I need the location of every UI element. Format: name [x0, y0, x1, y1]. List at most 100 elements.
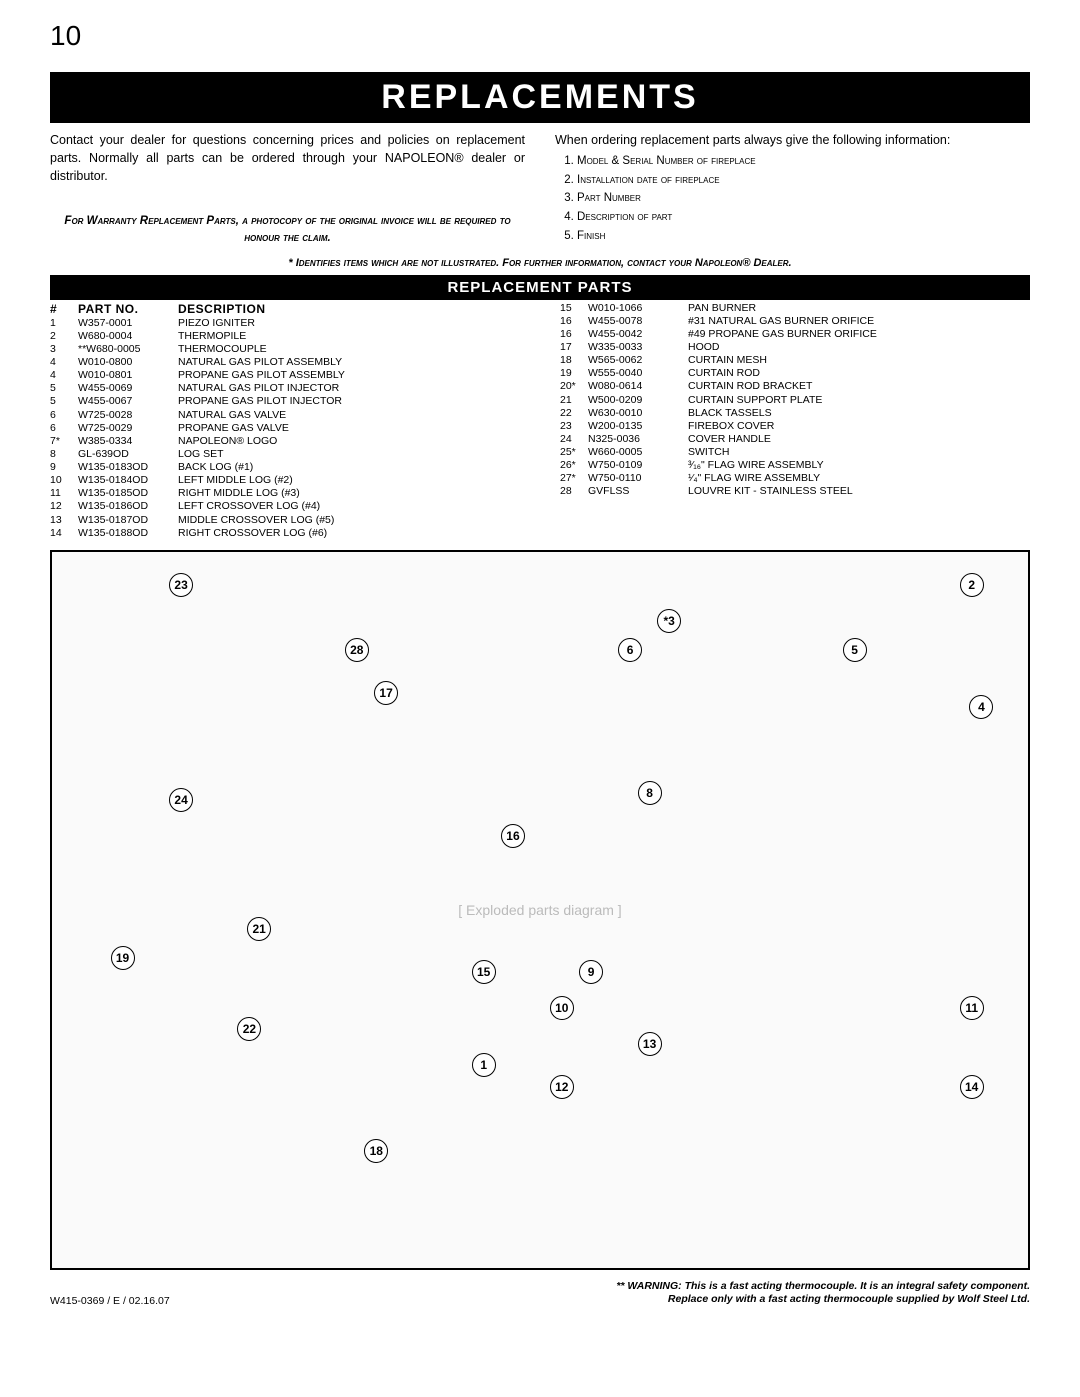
- callout-12: 12: [550, 1075, 574, 1099]
- part-desc: NATURAL GAS PILOT INJECTOR: [178, 382, 520, 395]
- parts-row: 5W455-0067PROPANE GAS PILOT INJECTOR: [50, 395, 520, 408]
- callout-21: 21: [247, 917, 271, 941]
- part-desc: THERMOCOUPLE: [178, 343, 520, 356]
- parts-row: 18W565-0062CURTAIN MESH: [560, 354, 1030, 367]
- callout-9: 9: [579, 960, 603, 984]
- part-desc: ³⁄₁₆" FLAG WIRE ASSEMBLY: [688, 459, 1030, 472]
- parts-row: 17W335-0033HOOD: [560, 341, 1030, 354]
- col-header-num: #: [50, 302, 78, 317]
- callout-14: 14: [960, 1075, 984, 1099]
- part-no: W010-1066: [588, 302, 688, 315]
- part-no: W010-0801: [78, 369, 178, 382]
- part-desc: CURTAIN SUPPORT PLATE: [688, 394, 1030, 407]
- callout-5: 5: [843, 638, 867, 662]
- parts-row: 20*W080-0614CURTAIN ROD BRACKET: [560, 380, 1030, 393]
- parts-row: 4W010-0801PROPANE GAS PILOT ASSEMBLY: [50, 369, 520, 382]
- parts-row: 16W455-0042#49 PROPANE GAS BURNER ORIFIC…: [560, 328, 1030, 341]
- part-num: 28: [560, 485, 588, 498]
- part-num: 25*: [560, 446, 588, 459]
- part-num: 16: [560, 315, 588, 328]
- part-no: W500-0209: [588, 394, 688, 407]
- callout-8: 8: [638, 781, 662, 805]
- part-desc: PROPANE GAS VALVE: [178, 422, 520, 435]
- part-num: 20*: [560, 380, 588, 393]
- part-num: 26*: [560, 459, 588, 472]
- part-num: 23: [560, 420, 588, 433]
- part-num: 18: [560, 354, 588, 367]
- callout-10: 10: [550, 996, 574, 1020]
- parts-row: 27*W750-0110¹⁄₄" FLAG WIRE ASSEMBLY: [560, 472, 1030, 485]
- callout-13: 13: [638, 1032, 662, 1056]
- part-num: 16: [560, 328, 588, 341]
- part-no: W750-0109: [588, 459, 688, 472]
- subheader: REPLACEMENT PARTS: [50, 275, 1030, 300]
- parts-header-row: # PART NO. DESCRIPTION: [50, 302, 520, 317]
- part-num: 15: [560, 302, 588, 315]
- callout-2: 2: [960, 573, 984, 597]
- part-desc: ¹⁄₄" FLAG WIRE ASSEMBLY: [688, 472, 1030, 485]
- callout-17: 17: [374, 681, 398, 705]
- part-desc: PROPANE GAS PILOT INJECTOR: [178, 395, 520, 408]
- part-desc: BACK LOG (#1): [178, 461, 520, 474]
- part-no: W200-0135: [588, 420, 688, 433]
- parts-row: 23W200-0135FIREBOX COVER: [560, 420, 1030, 433]
- part-no: W135-0186OD: [78, 500, 178, 513]
- parts-row: 19W555-0040CURTAIN ROD: [560, 367, 1030, 380]
- parts-row: 11W135-0185ODRIGHT MIDDLE LOG (#3): [50, 487, 520, 500]
- part-num: 4: [50, 369, 78, 382]
- part-num: 1: [50, 317, 78, 330]
- part-no: W725-0028: [78, 409, 178, 422]
- parts-row: 1W357-0001PIEZO IGNITER: [50, 317, 520, 330]
- part-no: GL-639OD: [78, 448, 178, 461]
- part-no: W135-0184OD: [78, 474, 178, 487]
- part-num: 6: [50, 409, 78, 422]
- parts-row: 10W135-0184ODLEFT MIDDLE LOG (#2): [50, 474, 520, 487]
- part-desc: PIEZO IGNITER: [178, 317, 520, 330]
- parts-row: 28GVFLSSLOUVRE KIT - STAINLESS STEEL: [560, 485, 1030, 498]
- parts-row: 13W135-0187ODMIDDLE CROSSOVER LOG (#5): [50, 514, 520, 527]
- intro-left: Contact your dealer for questions concer…: [50, 131, 525, 185]
- part-no: W660-0005: [588, 446, 688, 459]
- callout-16: 16: [501, 824, 525, 848]
- part-desc: LOG SET: [178, 448, 520, 461]
- part-num: 8: [50, 448, 78, 461]
- col-header-part: PART NO.: [78, 302, 178, 317]
- parts-row: 12W135-0186ODLEFT CROSSOVER LOG (#4): [50, 500, 520, 513]
- col-header-desc: DESCRIPTION: [178, 302, 520, 317]
- parts-row: 6W725-0028NATURAL GAS VALVE: [50, 409, 520, 422]
- part-num: 12: [50, 500, 78, 513]
- part-no: **W680-0005: [78, 343, 178, 356]
- parts-row: 7*W385-0334NAPOLEON® LOGO: [50, 435, 520, 448]
- part-no: W455-0067: [78, 395, 178, 408]
- part-num: 27*: [560, 472, 588, 485]
- callout-15: 15: [472, 960, 496, 984]
- part-num: 5: [50, 382, 78, 395]
- warranty-note: For Warranty Replacement Parts, a photoc…: [50, 213, 525, 246]
- parts-row: 3**W680-0005THERMOCOUPLE: [50, 343, 520, 356]
- parts-row: 14W135-0188ODRIGHT CROSSOVER LOG (#6): [50, 527, 520, 540]
- part-desc: PAN BURNER: [688, 302, 1030, 315]
- footer-code: W415-0369 / E / 02.16.07: [50, 1295, 170, 1307]
- part-num: 5: [50, 395, 78, 408]
- part-desc: BLACK TASSELS: [688, 407, 1030, 420]
- diagram-placeholder: [ Exploded parts diagram ]: [52, 552, 1028, 1268]
- part-num: 2: [50, 330, 78, 343]
- part-no: GVFLSS: [588, 485, 688, 498]
- part-num: 21: [560, 394, 588, 407]
- callout-6: 6: [618, 638, 642, 662]
- footer-warning: ** WARNING: This is a fast acting thermo…: [616, 1280, 1030, 1307]
- part-no: W357-0001: [78, 317, 178, 330]
- part-num: 9: [50, 461, 78, 474]
- part-no: N325-0036: [588, 433, 688, 446]
- part-desc: CURTAIN ROD BRACKET: [688, 380, 1030, 393]
- part-num: 10: [50, 474, 78, 487]
- part-desc: LEFT MIDDLE LOG (#2): [178, 474, 520, 487]
- part-num: 11: [50, 487, 78, 500]
- part-no: W385-0334: [78, 435, 178, 448]
- parts-row: 22W630-0010BLACK TASSELS: [560, 407, 1030, 420]
- part-no: W725-0029: [78, 422, 178, 435]
- ordering-item: Finish: [577, 228, 1030, 245]
- part-no: W455-0078: [588, 315, 688, 328]
- part-desc: LEFT CROSSOVER LOG (#4): [178, 500, 520, 513]
- part-desc: RIGHT CROSSOVER LOG (#6): [178, 527, 520, 540]
